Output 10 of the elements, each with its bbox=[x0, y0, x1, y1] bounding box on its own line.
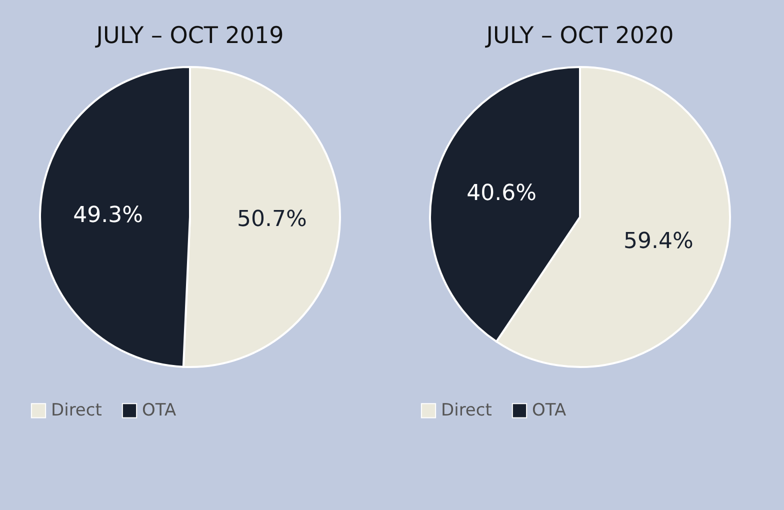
legend-label: OTA bbox=[142, 400, 176, 421]
chart-title: JULY – OCT 2019 bbox=[94, 23, 284, 49]
legend-label: OTA bbox=[532, 400, 566, 421]
chart-title: JULY – OCT 2020 bbox=[484, 23, 674, 49]
data-label: 40.6% bbox=[466, 181, 536, 206]
data-label: 59.4% bbox=[624, 228, 694, 254]
legend-label: Direct bbox=[441, 400, 492, 421]
data-label: 49.3% bbox=[73, 203, 143, 228]
legend-label: Direct bbox=[51, 400, 102, 421]
data-label: 50.7% bbox=[237, 206, 307, 232]
